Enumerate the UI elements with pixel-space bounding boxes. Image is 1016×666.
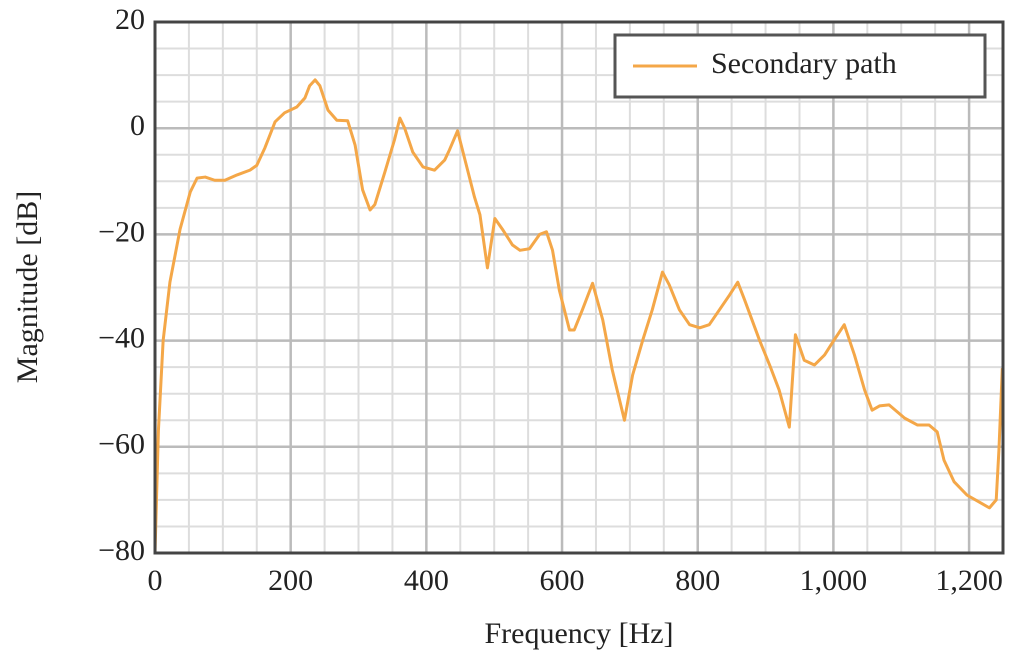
y-tick-label: −60	[98, 428, 145, 461]
x-tick-label: 800	[675, 564, 720, 597]
y-tick-label: 0	[130, 109, 145, 142]
x-tick-label: 0	[148, 564, 163, 597]
x-tick-label: 1,000	[800, 564, 868, 597]
y-tick-label: 20	[115, 3, 145, 36]
legend-label: Secondary path	[711, 47, 897, 80]
x-tick-label: 200	[268, 564, 313, 597]
line-series	[153, 78, 1004, 554]
plot-frame	[153, 20, 1005, 555]
x-axis-label: Frequency [Hz]	[484, 617, 673, 650]
x-tick-label: 400	[404, 564, 449, 597]
y-tick-label: −20	[98, 215, 145, 248]
x-tick-label: 1,200	[935, 564, 1003, 597]
y-tick-label: −40	[98, 321, 145, 354]
y-axis-label: Magnitude [dB]	[11, 191, 44, 383]
y-tick-label: −80	[98, 534, 145, 567]
x-tick-label: 600	[540, 564, 585, 597]
